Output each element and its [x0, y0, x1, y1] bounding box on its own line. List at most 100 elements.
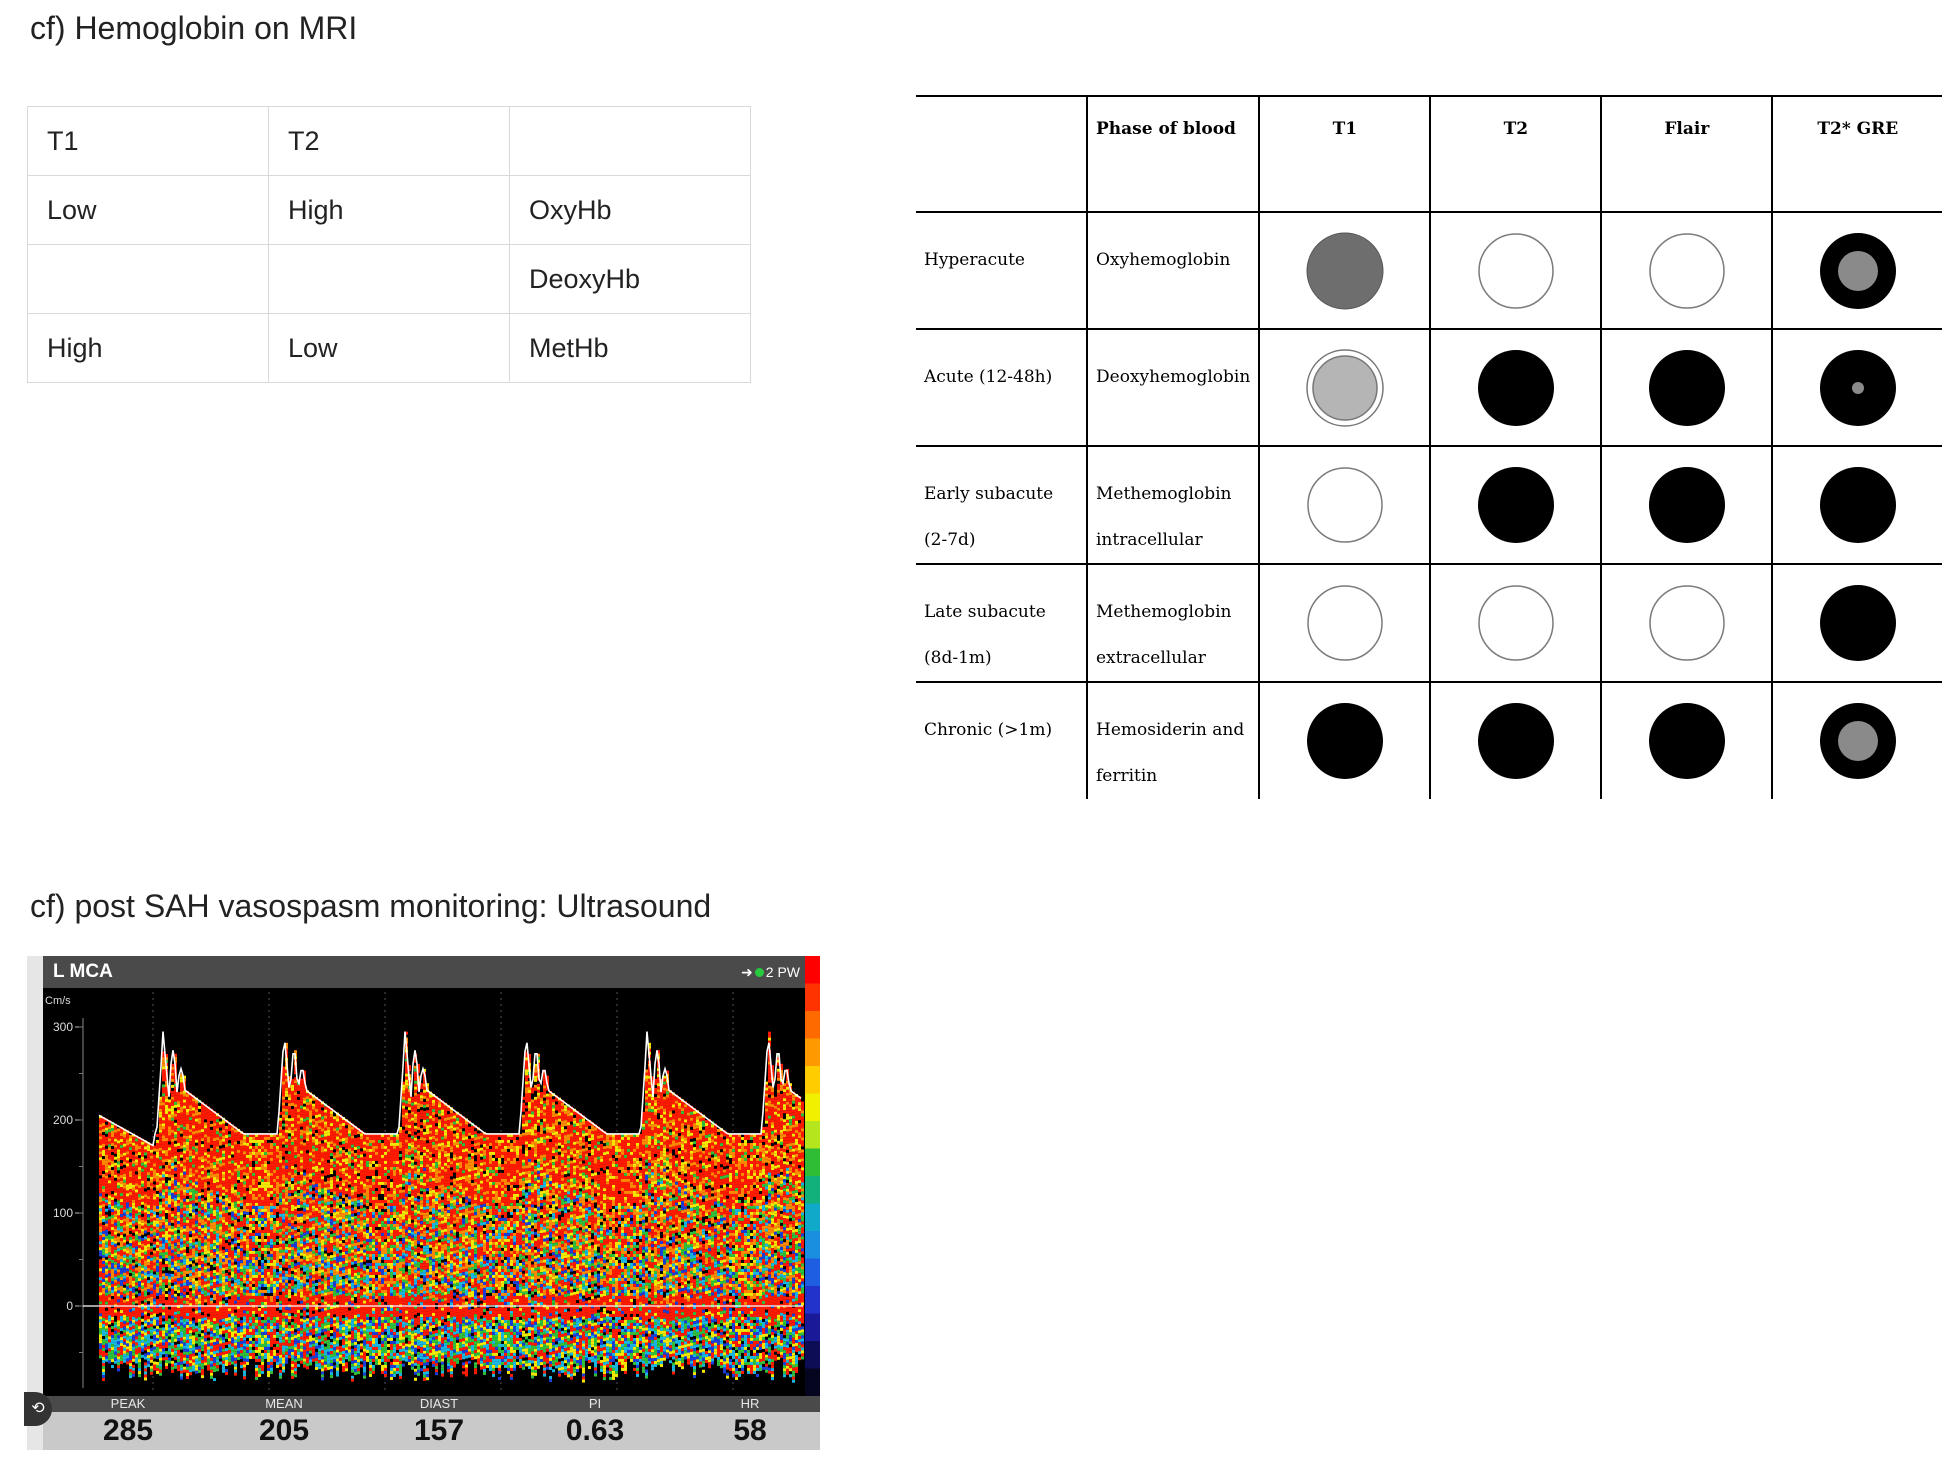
hemoglobin-summary-table: T1 T2 Low High OxyHb DeoxyHb High Low MetHb: [27, 106, 751, 383]
signal-cell: [1258, 328, 1432, 447]
signal-cell: [1429, 211, 1603, 330]
signal-circle-gray: [1306, 232, 1384, 309]
signal-circle-white: [1307, 467, 1383, 543]
stat-mean: MEAN 205: [229, 1396, 339, 1450]
stat-label: DIAST: [419, 1396, 459, 1411]
mode-label: 2 PW: [765, 964, 800, 980]
arrow-right-icon: ➜: [741, 964, 753, 980]
table-cell: [268, 244, 510, 314]
stage-cell: Late subacute (8d-1m): [916, 563, 1088, 683]
image-left-border: [27, 956, 43, 1450]
table-cell: T1: [27, 106, 269, 176]
phase-cell: Methemoglobin intracellular: [1085, 445, 1261, 565]
signal-cell: [1429, 445, 1603, 565]
table-cell: DeoxyHb: [509, 244, 751, 314]
phase-cell: Methemoglobin extracellular: [1085, 563, 1261, 683]
signal-cell: [1429, 681, 1603, 799]
y-tick-label: 300: [53, 1020, 73, 1034]
measurement-bar: PEAK 285 MEAN 205 DIAST 157 PI 0.63 HR 58: [43, 1396, 820, 1450]
table-row: Early subacute (2-7d) Methemoglobin intra…: [916, 445, 1943, 565]
column-header: [916, 95, 1088, 213]
signal-circle-white: [1649, 585, 1725, 661]
signal-cell: [1429, 563, 1603, 683]
signal-cell: [1600, 681, 1774, 799]
table-row: T1 T2: [27, 106, 751, 176]
table-cell: High: [268, 175, 510, 245]
stage-cell: Hyperacute: [916, 211, 1088, 330]
signal-cell: [1429, 328, 1603, 447]
signal-circle-white: [1478, 232, 1554, 309]
signal-circle-black: [1477, 703, 1554, 779]
signal-circle-light-gray-ring: [1306, 348, 1384, 427]
stat-label: PEAK: [110, 1396, 146, 1411]
column-header: T1: [1258, 95, 1432, 213]
measurement-labels-strip: [43, 1396, 820, 1412]
signal-circle-black: [1477, 349, 1554, 426]
stat-value: 58: [733, 1414, 767, 1447]
signal-circle-black-gray-center: [1819, 232, 1896, 309]
y-tick-label: 100: [53, 1206, 73, 1220]
signal-cell: [1258, 681, 1432, 799]
signal-cell: [1771, 211, 1943, 330]
signal-circle-black: [1648, 467, 1725, 543]
stat-label: HR: [740, 1396, 760, 1411]
table-row: Late subacute (8d-1m) Methemoglobin extra…: [916, 563, 1943, 683]
column-header: Phase of blood: [1085, 95, 1261, 213]
table-row: High Low MetHb: [27, 313, 751, 383]
signal-cell: [1258, 211, 1432, 330]
stat-value: 205: [258, 1414, 310, 1447]
signal-cell: [1771, 563, 1943, 683]
table-header-row: Phase of blood T1 T2 Flair T2* GRE: [916, 95, 1943, 213]
table-cell: OxyHb: [509, 175, 751, 245]
table-cell: Low: [268, 313, 510, 383]
image-control-icon[interactable]: ⟲: [24, 1392, 52, 1426]
units-label: Cm/s: [45, 995, 71, 1007]
vessel-label: L MCA: [53, 961, 113, 982]
phase-cell: Oxyhemoglobin: [1085, 211, 1261, 330]
spectral-pixels: [99, 1031, 804, 1383]
table-cell: High: [27, 313, 269, 383]
stat-peak: PEAK 285: [73, 1396, 183, 1450]
column-header: T2: [1429, 95, 1603, 213]
column-header: Flair: [1600, 95, 1774, 213]
column-header: T2* GRE: [1771, 95, 1943, 213]
status-dot-icon: [754, 968, 764, 977]
mri-blood-phase-table: Phase of blood T1 T2 Flair T2* GRE Hyperacute…: [916, 95, 1943, 799]
signal-cell: [1600, 563, 1774, 683]
table-row: Low High OxyHb: [27, 175, 751, 245]
signal-cell: [1258, 563, 1432, 683]
signal-circle-black: [1306, 703, 1383, 779]
table-cell: MetHb: [509, 313, 751, 383]
peak-envelope-trace: [98, 1031, 802, 1147]
ultrasound-heading: cf) post SAH vasospasm monitoring: Ultra…: [30, 888, 712, 924]
signal-circle-black: [1819, 467, 1896, 543]
stat-hr: HR 58: [695, 1396, 805, 1450]
signal-circle-black: [1477, 467, 1554, 543]
spectral-waveform: Cm/s 300 200 100 0: [43, 988, 820, 1396]
doppler-header: L MCA ➜ 2 PW: [43, 956, 814, 988]
signal-cell: [1771, 681, 1943, 799]
doppler-ultrasound-image: L MCA ➜ 2 PW Cm/s 300 200 100 0 PEAK 285 MEAN 20…: [27, 956, 820, 1450]
y-tick-label: 200: [53, 1113, 73, 1127]
signal-circle-white: [1649, 232, 1725, 309]
table-cell: Low: [27, 175, 269, 245]
signal-cell: [1600, 445, 1774, 565]
stat-label: MEAN: [265, 1396, 303, 1411]
stat-label: PI: [588, 1396, 602, 1411]
table-row: Chronic (>1m) Hemosiderin and ferritin: [916, 681, 1943, 799]
stat-value: 0.63: [565, 1414, 625, 1447]
color-scale-bar: [805, 956, 820, 1396]
signal-cell: [1771, 445, 1943, 565]
signal-cell: [1771, 328, 1943, 447]
signal-circle-black: [1819, 585, 1896, 661]
stage-cell: Acute (12-48h): [916, 328, 1088, 447]
signal-cell: [1600, 328, 1774, 447]
table-row: Acute (12-48h) Deoxyhemoglobin: [916, 328, 1943, 447]
signal-circle-black-small-dot: [1819, 349, 1896, 426]
signal-circle-black: [1648, 703, 1725, 779]
stat-diast: DIAST 157: [384, 1396, 494, 1450]
stat-value: 157: [413, 1414, 465, 1447]
phase-cell: Hemosiderin and ferritin: [1085, 681, 1261, 799]
stage-cell: Chronic (>1m): [916, 681, 1088, 799]
signal-cell: [1600, 211, 1774, 330]
